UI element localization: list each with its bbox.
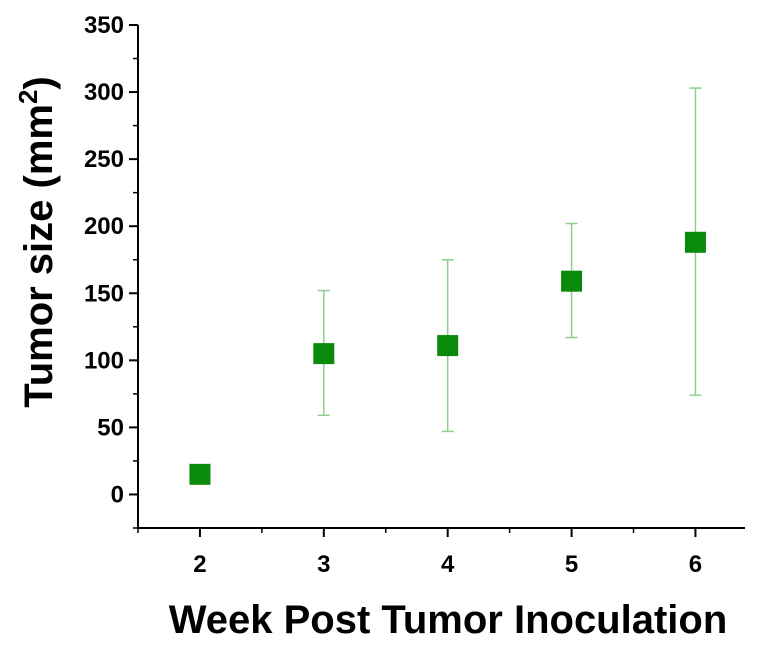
axes [137, 25, 745, 529]
data-point [189, 463, 211, 485]
data-point [313, 343, 335, 365]
y-tick-label: 200 [84, 213, 124, 240]
y-tick-label: 250 [84, 146, 124, 173]
y-axis-title-superscript: 2 [13, 90, 43, 104]
y-tick-label: 50 [97, 414, 124, 441]
error-bars [317, 87, 702, 433]
data-point [437, 335, 459, 357]
y-tick-label: 300 [84, 79, 124, 106]
x-tick-label: 4 [441, 551, 455, 578]
x-tick-label: 6 [689, 551, 702, 578]
y-tick-label: 350 [84, 12, 124, 39]
data-point [561, 270, 583, 292]
y-axis-title-suffix: ) [17, 76, 61, 89]
ticks: 0 50 100 150 200 250 300 350 2 3 4 5 6 [84, 12, 702, 578]
y-axis-title-main: Tumor size (mm [17, 104, 61, 408]
x-tick-label: 5 [565, 551, 578, 578]
x-tick-label: 3 [317, 551, 330, 578]
data-point [684, 231, 706, 253]
x-axis-title: Week Post Tumor Inoculation [169, 598, 728, 642]
y-tick-label: 100 [84, 347, 124, 374]
y-tick-label: 0 [111, 481, 124, 508]
x-tick-label: 2 [193, 551, 206, 578]
data-markers [189, 231, 706, 485]
y-axis-title: Tumor size (mm2) [13, 76, 61, 408]
y-tick-label: 150 [84, 280, 124, 307]
